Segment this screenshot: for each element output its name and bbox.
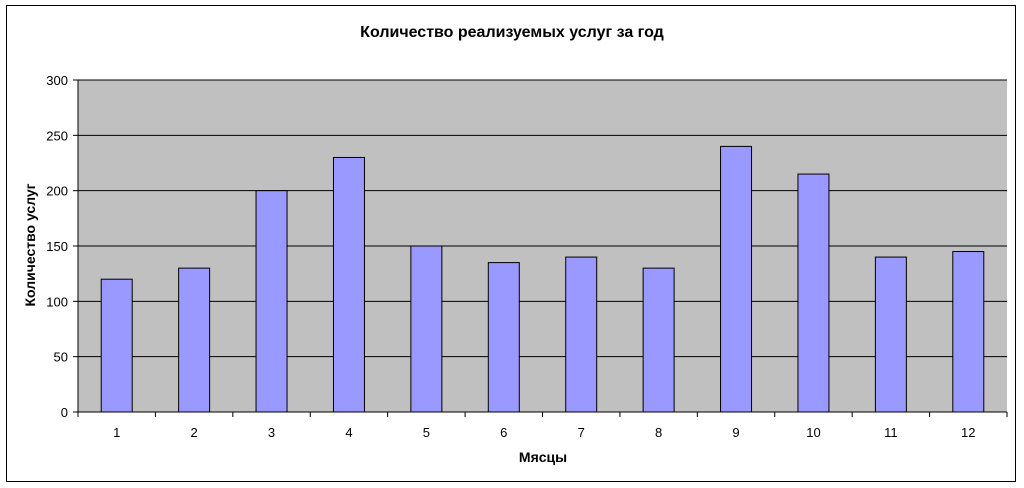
bars bbox=[100, 145, 985, 413]
bar-3 bbox=[255, 190, 288, 413]
y-tick-label: 100 bbox=[46, 294, 68, 309]
x-tick-label: 9 bbox=[732, 425, 739, 440]
x-tick-label: 12 bbox=[961, 425, 975, 440]
bar-4 bbox=[332, 156, 365, 413]
y-axis-title: Количество услуг bbox=[22, 183, 38, 306]
bar-1 bbox=[100, 278, 133, 413]
x-tick-label: 10 bbox=[806, 425, 820, 440]
bar-11 bbox=[874, 256, 907, 413]
gridlines bbox=[78, 79, 1007, 358]
bar-9 bbox=[720, 145, 753, 413]
y-tick-label: 300 bbox=[46, 73, 68, 88]
axes bbox=[73, 79, 1008, 417]
x-tick-label: 7 bbox=[578, 425, 585, 440]
y-tick-labels: 0 50 100 150 200 250 300 bbox=[46, 73, 68, 420]
bar-5 bbox=[410, 245, 443, 413]
x-tick-label: 5 bbox=[423, 425, 430, 440]
y-tick-label: 0 bbox=[61, 405, 68, 420]
x-axis-title: Мясцы bbox=[519, 449, 567, 465]
y-tick-label: 250 bbox=[46, 128, 68, 143]
bar-10 bbox=[797, 173, 830, 413]
y-tick-label: 50 bbox=[54, 350, 68, 365]
x-tick-label: 6 bbox=[500, 425, 507, 440]
chart-title: Количество реализуемых услуг за год bbox=[360, 24, 664, 41]
x-tick-label: 8 bbox=[655, 425, 662, 440]
bar-7 bbox=[565, 256, 598, 413]
bar-2 bbox=[178, 267, 211, 413]
x-tick-label: 2 bbox=[191, 425, 198, 440]
y-tick-label: 150 bbox=[46, 239, 68, 254]
x-tick-labels: 1 2 3 4 5 6 7 8 9 10 11 12 bbox=[113, 425, 975, 440]
bar-6 bbox=[487, 262, 520, 413]
x-tick-label: 11 bbox=[884, 425, 898, 440]
bar-12 bbox=[952, 251, 985, 413]
x-tick-label: 3 bbox=[268, 425, 275, 440]
bar-8 bbox=[642, 267, 675, 413]
x-tick-label: 4 bbox=[345, 425, 352, 440]
y-tick-label: 200 bbox=[46, 184, 68, 199]
x-tick-label: 1 bbox=[113, 425, 120, 440]
